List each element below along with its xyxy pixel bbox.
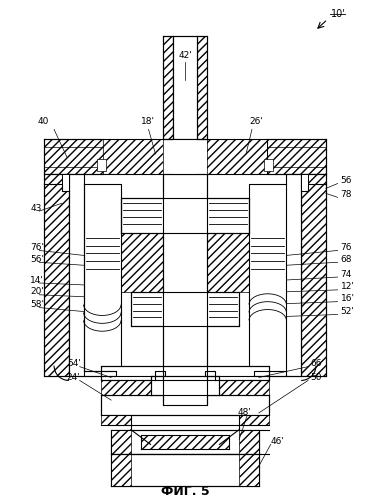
Bar [219,380,269,410]
Text: 76: 76 [340,243,352,252]
Bar [103,139,163,173]
Bar [111,430,131,454]
Bar [111,454,259,486]
Text: 46': 46' [270,437,285,446]
Text: 18': 18' [141,117,155,126]
Text: 40: 40 [38,117,49,126]
Bar [239,454,259,486]
Text: 78: 78 [340,190,352,199]
Bar [62,174,69,192]
Bar [264,159,273,170]
Bar [173,139,197,173]
Bar [301,174,308,192]
Text: 54': 54' [67,359,81,368]
Text: 52': 52' [340,307,354,316]
Bar [111,454,131,486]
Bar [286,174,301,376]
Bar [207,139,267,173]
Bar [267,139,326,173]
Bar [197,36,207,139]
Bar [151,376,219,395]
Bar [121,198,249,233]
Text: 16': 16' [340,294,354,303]
Polygon shape [239,415,269,424]
Bar [101,395,269,415]
Bar [103,139,267,173]
Text: 12': 12' [340,282,354,292]
Bar [101,366,269,380]
Bar [44,174,69,376]
Bar [111,430,259,454]
Bar [141,434,229,450]
Bar [207,233,249,292]
Bar [131,292,239,326]
Bar [301,174,326,376]
Bar [101,380,151,410]
Bar [239,430,259,454]
Text: 26': 26' [249,117,263,126]
Text: 14': 14' [30,276,44,284]
Polygon shape [101,415,131,424]
Text: 76': 76' [30,243,44,252]
Text: 10': 10' [331,9,346,19]
Text: 24': 24' [67,373,81,382]
Text: 43: 43 [30,204,42,212]
Bar [173,36,197,139]
Text: 20': 20' [30,288,44,296]
Text: 42': 42' [178,51,192,60]
Text: 48': 48' [237,408,251,418]
Text: 74: 74 [340,270,352,278]
Bar [69,174,84,376]
Text: 56': 56' [30,255,44,264]
Text: 66: 66 [310,359,322,368]
Bar [121,233,163,292]
Text: 50: 50 [310,373,322,382]
Text: 56: 56 [340,176,352,185]
Text: 68: 68 [340,255,352,264]
Bar [97,159,106,170]
Bar [44,139,103,173]
Text: ФИГ. 5: ФИГ. 5 [161,485,209,498]
Bar [163,36,173,139]
Bar [163,174,207,405]
Text: 58': 58' [30,300,44,309]
